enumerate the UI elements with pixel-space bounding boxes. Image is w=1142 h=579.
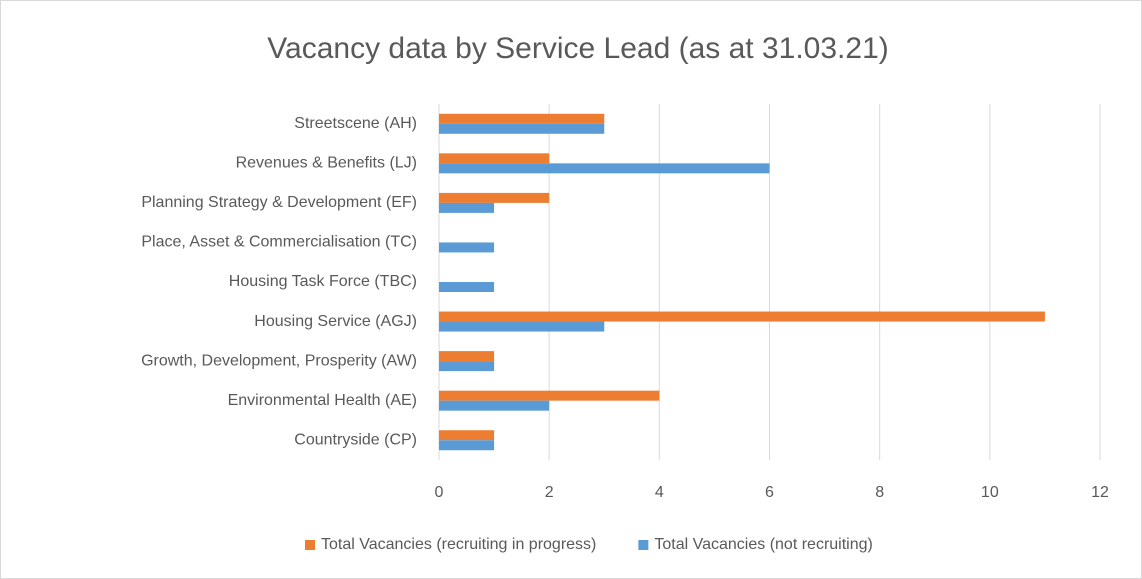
bar: [439, 113, 605, 124]
y-tick-label: Streetscene (AH): [294, 115, 417, 132]
bar: [439, 311, 1045, 322]
x-tick-label: 8: [875, 484, 884, 501]
bar: [439, 390, 660, 401]
bar: [439, 351, 495, 362]
bar: [439, 192, 550, 203]
bar: [439, 430, 495, 441]
bar: [439, 440, 495, 451]
x-tick-label: 4: [655, 484, 664, 501]
x-tick-label: 2: [545, 484, 554, 501]
bar: [439, 361, 495, 372]
bar: [439, 202, 495, 213]
legend-label: Total Vacancies (recruiting in progress): [321, 536, 596, 553]
y-tick-label: Place, Asset & Commercialisation (TC): [141, 234, 417, 251]
bar: [439, 321, 605, 332]
x-tick-label: 10: [981, 484, 999, 501]
y-tick-label: Environmental Health (AE): [228, 392, 417, 409]
legend-swatch: [305, 540, 315, 550]
bar: [439, 123, 605, 134]
chart-title: Vacancy data by Service Lead (as at 31.0…: [267, 32, 889, 65]
y-tick-label: Countryside (CP): [294, 431, 417, 448]
bar: [439, 242, 495, 253]
x-tick-label: 6: [765, 484, 774, 501]
y-tick-label: Revenues & Benefits (LJ): [236, 155, 417, 172]
bar: [439, 153, 550, 164]
legend-swatch: [638, 540, 649, 550]
y-tick-label: Planning Strategy & Development (EF): [141, 194, 417, 211]
bar: [439, 282, 495, 292]
x-tick-label: 12: [1091, 484, 1109, 501]
bar: [439, 400, 550, 411]
y-tick-label: Housing Service (AGJ): [254, 313, 417, 330]
bar: [439, 163, 770, 174]
x-tick-label: 0: [435, 484, 444, 501]
legend-label: Total Vacancies (not recruiting): [654, 536, 872, 553]
y-tick-label: Growth, Development, Prosperity (AW): [141, 352, 417, 369]
y-tick-label: Housing Task Force (TBC): [229, 273, 417, 290]
